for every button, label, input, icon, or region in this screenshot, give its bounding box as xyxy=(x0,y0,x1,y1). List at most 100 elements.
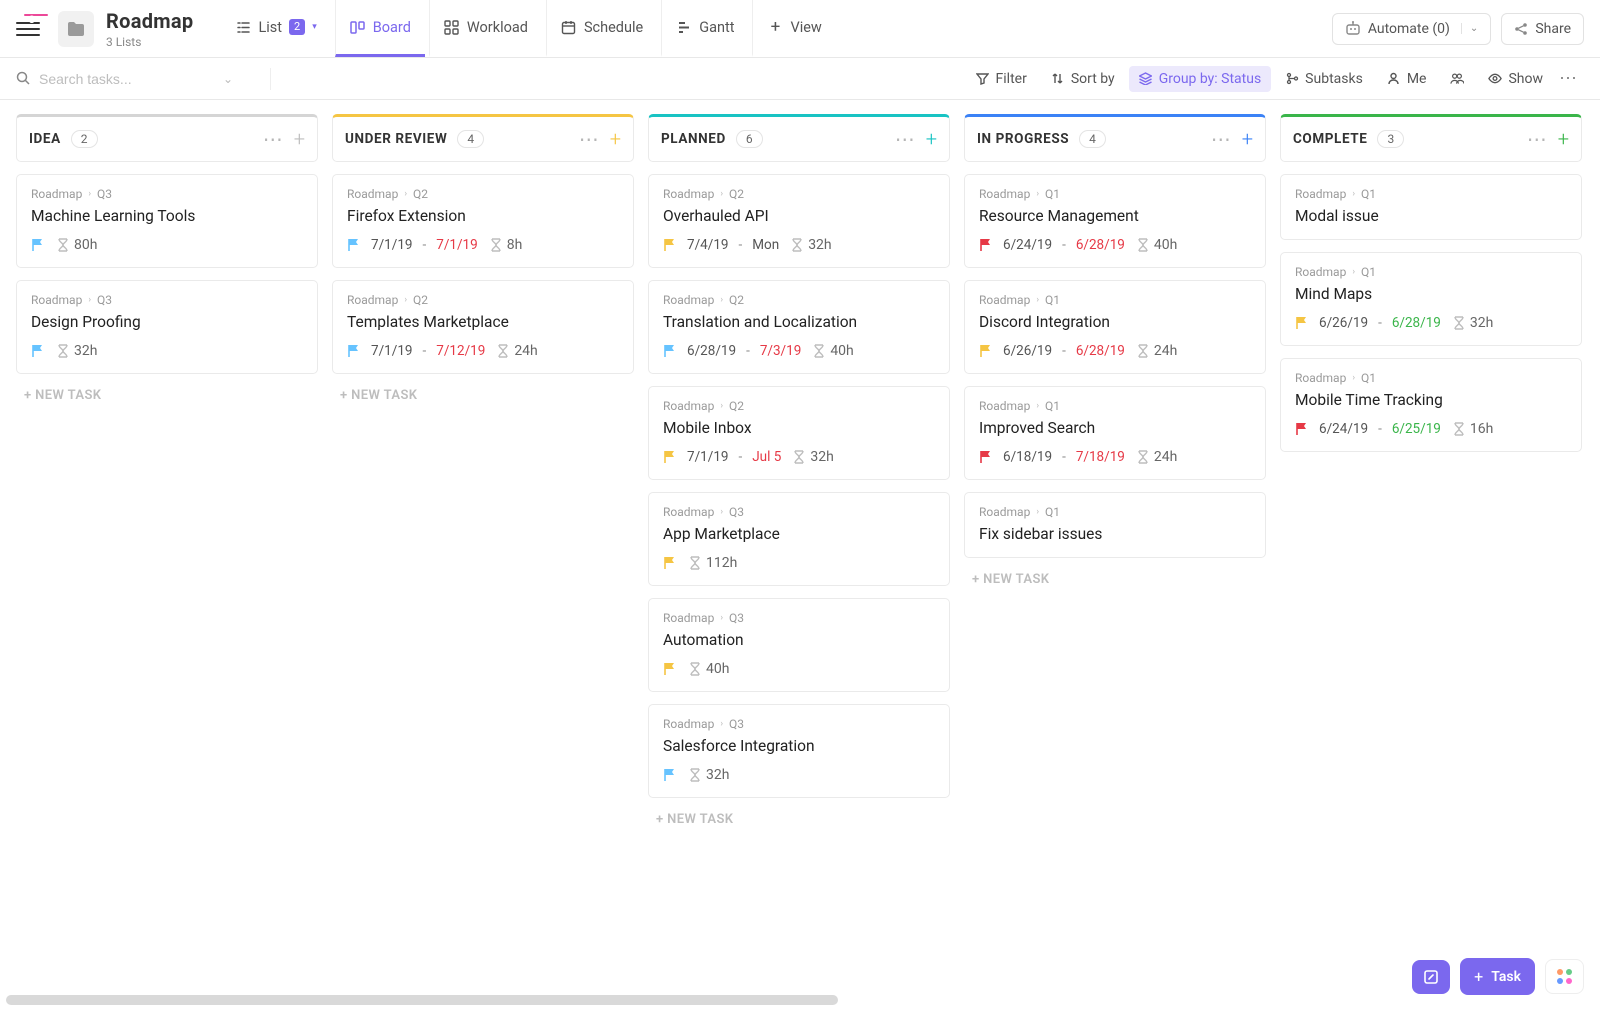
add-task-icon[interactable]: + xyxy=(294,127,305,151)
new-task-button[interactable]: + NEW TASK xyxy=(656,812,950,827)
share-button[interactable]: Share xyxy=(1501,13,1584,45)
folder-icon[interactable] xyxy=(58,11,94,47)
card-title: Design Proofing xyxy=(31,313,303,331)
column-complete: COMPLETE 3 ⋯ + Roadmap › Q1 Modal issue … xyxy=(1280,114,1582,827)
task-card[interactable]: Roadmap › Q1 Mind Maps 6/26/19-6/28/1932… xyxy=(1280,252,1582,346)
menu-toggle-button[interactable]: 3 xyxy=(16,22,40,36)
more-icon[interactable]: ⋯ xyxy=(1527,127,1548,151)
me-icon xyxy=(1387,72,1401,86)
date-end: 6/28/19 xyxy=(1076,237,1125,253)
task-card[interactable]: Roadmap › Q2 Firefox Extension 7/1/19-7/… xyxy=(332,174,634,268)
task-card[interactable]: Roadmap › Q1 Fix sidebar issues xyxy=(964,492,1266,558)
flag-icon xyxy=(31,344,45,358)
new-task-button[interactable]: + NEW TASK xyxy=(24,388,318,403)
crumb2: Q1 xyxy=(1045,293,1060,307)
filter-filter[interactable]: Filter xyxy=(966,66,1037,92)
more-icon[interactable]: ⋯ xyxy=(579,127,600,151)
task-card[interactable]: Roadmap › Q2 Templates Marketplace 7/1/1… xyxy=(332,280,634,374)
hours: 112h xyxy=(706,555,737,571)
task-card[interactable]: Roadmap › Q1 Improved Search 6/18/19-7/1… xyxy=(964,386,1266,480)
task-card[interactable]: Roadmap › Q1 Modal issue xyxy=(1280,174,1582,240)
view-tab-board[interactable]: Board xyxy=(335,0,425,57)
crumb2: Q2 xyxy=(413,187,428,201)
task-card[interactable]: Roadmap › Q3 Salesforce Integration 32h xyxy=(648,704,950,798)
task-card[interactable]: Roadmap › Q3 Design Proofing 32h xyxy=(16,280,318,374)
task-card[interactable]: Roadmap › Q2 Mobile Inbox 7/1/19-Jul 532… xyxy=(648,386,950,480)
filter-subtasks[interactable]: Subtasks xyxy=(1275,66,1373,92)
column-header[interactable]: PLANNED 6 ⋯ + xyxy=(648,114,950,162)
flag-icon xyxy=(979,238,993,252)
task-card[interactable]: Roadmap › Q2 Overhauled API 7/4/19-Mon32… xyxy=(648,174,950,268)
notepad-icon xyxy=(1423,969,1439,985)
more-icon[interactable]: ⋯ xyxy=(263,127,284,151)
chevron-down-icon: ▾ xyxy=(312,22,317,32)
breadcrumb: Roadmap › Q3 xyxy=(31,293,303,307)
crumb1: Roadmap xyxy=(1295,265,1346,279)
filter-label: Show xyxy=(1508,71,1543,87)
search-input[interactable] xyxy=(39,71,189,87)
add-task-icon[interactable]: + xyxy=(926,127,937,151)
apps-fab[interactable] xyxy=(1545,959,1584,994)
column-name: IDEA xyxy=(29,131,61,147)
new-task-button[interactable]: + NEW TASK xyxy=(340,388,634,403)
task-fab[interactable]: + Task xyxy=(1460,958,1535,995)
crumb1: Roadmap xyxy=(31,187,82,201)
view-tab-schedule[interactable]: Schedule xyxy=(546,0,657,57)
task-card[interactable]: Roadmap › Q1 Discord Integration 6/26/19… xyxy=(964,280,1266,374)
chevron-right-icon: › xyxy=(1352,373,1355,383)
add-task-icon[interactable]: + xyxy=(1242,127,1253,151)
column-header[interactable]: COMPLETE 3 ⋯ + xyxy=(1280,114,1582,162)
more-icon[interactable]: ⋯ xyxy=(1211,127,1232,151)
view-tab-list[interactable]: List 2 ▾ xyxy=(221,0,330,57)
task-card[interactable]: Roadmap › Q3 App Marketplace 112h xyxy=(648,492,950,586)
filter-people[interactable] xyxy=(1440,67,1474,91)
list-icon xyxy=(235,19,251,35)
more-icon[interactable]: ⋯ xyxy=(1553,68,1584,89)
card-meta: 32h xyxy=(663,767,935,783)
column-count: 4 xyxy=(1079,130,1106,148)
new-task-button[interactable]: + NEW TASK xyxy=(972,572,1266,587)
task-card[interactable]: Roadmap › Q3 Machine Learning Tools 80h xyxy=(16,174,318,268)
chevron-right-icon: › xyxy=(720,719,723,729)
column-header[interactable]: IDEA 2 ⋯ + xyxy=(16,114,318,162)
hourglass-icon xyxy=(689,556,701,570)
column-under-review: UNDER REVIEW 4 ⋯ + Roadmap › Q2 Firefox … xyxy=(332,114,634,827)
card-meta: 7/1/19-Jul 532h xyxy=(663,449,935,465)
hours: 40h xyxy=(830,343,853,359)
column-header[interactable]: UNDER REVIEW 4 ⋯ + xyxy=(332,114,634,162)
task-card[interactable]: Roadmap › Q3 Automation 40h xyxy=(648,598,950,692)
hourglass-icon xyxy=(490,238,502,252)
add-task-icon[interactable]: + xyxy=(610,127,621,151)
crumb1: Roadmap xyxy=(663,399,714,413)
view-tab-view[interactable]: + View xyxy=(752,0,835,57)
filter-label: Group by: Status xyxy=(1159,71,1261,87)
task-card[interactable]: Roadmap › Q1 Mobile Time Tracking 6/24/1… xyxy=(1280,358,1582,452)
column-name: UNDER REVIEW xyxy=(345,131,447,147)
breadcrumb: Roadmap › Q1 xyxy=(979,505,1251,519)
column-header[interactable]: IN PROGRESS 4 ⋯ + xyxy=(964,114,1266,162)
view-tab-gantt[interactable]: Gantt xyxy=(661,0,748,57)
chevron-down-icon[interactable]: ⌄ xyxy=(223,72,233,86)
filter-me[interactable]: Me xyxy=(1377,66,1437,92)
crumb1: Roadmap xyxy=(347,187,398,201)
chevron-right-icon: › xyxy=(88,189,91,199)
filter-group[interactable]: Group by: Status xyxy=(1129,66,1271,92)
breadcrumb: Roadmap › Q1 xyxy=(1295,265,1567,279)
filter-show[interactable]: Show xyxy=(1478,66,1553,92)
workload-icon xyxy=(444,19,460,35)
add-task-icon[interactable]: + xyxy=(1558,127,1569,151)
date-start: 6/28/19 xyxy=(687,343,736,359)
horizontal-scrollbar[interactable] xyxy=(6,995,838,1005)
filter-label: Subtasks xyxy=(1305,71,1363,87)
card-title: Translation and Localization xyxy=(663,313,935,331)
task-card[interactable]: Roadmap › Q1 Resource Management 6/24/19… xyxy=(964,174,1266,268)
more-icon[interactable]: ⋯ xyxy=(895,127,916,151)
flag-icon xyxy=(663,662,677,676)
notepad-fab[interactable] xyxy=(1412,960,1450,994)
filter-sort[interactable]: Sort by xyxy=(1041,66,1125,92)
card-meta: 6/28/19-7/3/1940h xyxy=(663,343,935,359)
task-card[interactable]: Roadmap › Q2 Translation and Localizatio… xyxy=(648,280,950,374)
view-tab-workload[interactable]: Workload xyxy=(429,0,542,57)
automate-button[interactable]: Automate (0) ⌄ xyxy=(1332,13,1492,45)
breadcrumb: Roadmap › Q2 xyxy=(347,187,619,201)
